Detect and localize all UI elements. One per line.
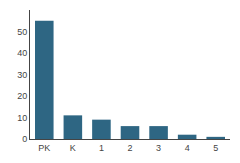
svg-text:2: 2 (127, 143, 132, 153)
svg-text:1: 1 (99, 143, 104, 153)
svg-text:0: 0 (22, 134, 27, 144)
svg-text:5: 5 (213, 143, 218, 153)
svg-text:40: 40 (17, 48, 27, 58)
svg-text:K: K (70, 143, 76, 153)
svg-text:10: 10 (17, 113, 27, 123)
svg-text:4: 4 (185, 143, 190, 153)
svg-text:PK: PK (38, 143, 50, 153)
svg-text:50: 50 (17, 27, 27, 37)
svg-text:20: 20 (17, 91, 27, 101)
svg-text:30: 30 (17, 70, 27, 80)
svg-text:3: 3 (156, 143, 161, 153)
